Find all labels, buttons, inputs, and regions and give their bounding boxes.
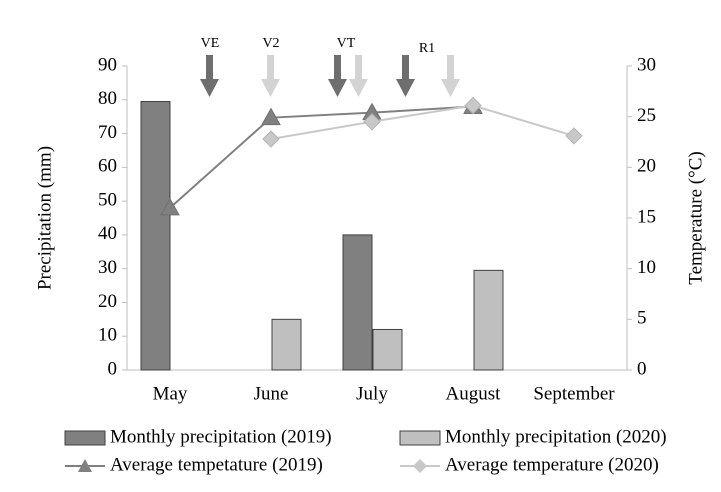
legend-swatch — [399, 430, 441, 446]
legend-label: Monthly precipitation (2020) — [445, 426, 667, 447]
y-tick-label: 0 — [108, 358, 118, 379]
bar — [473, 269, 504, 371]
line — [169, 105, 474, 209]
annotation: VE — [201, 36, 220, 51]
y-tick-label: 20 — [98, 291, 117, 312]
annotation: VT — [337, 36, 356, 51]
x-tick-label: June — [254, 383, 289, 404]
x-tick-label: August — [446, 383, 502, 404]
line — [270, 104, 575, 140]
marker — [565, 127, 583, 145]
y2-tick-label: 10 — [637, 257, 656, 278]
y-axis-label: Precipitation (mm) — [34, 146, 55, 290]
y-tick-label: 50 — [98, 189, 117, 210]
y-tick-label: 40 — [98, 223, 117, 244]
y-tick-label: 60 — [98, 156, 117, 177]
legend-marker — [78, 459, 92, 472]
y2-tick-label: 0 — [637, 358, 647, 379]
y2-tick-label: 30 — [637, 54, 656, 75]
marker — [160, 197, 180, 216]
marker — [464, 96, 482, 115]
y-tick-label: 80 — [98, 88, 117, 109]
annotation: V2 — [262, 36, 279, 51]
y2-tick-label: 15 — [637, 206, 656, 227]
stage-arrows — [200, 55, 460, 97]
marker — [262, 130, 280, 148]
marker — [261, 107, 281, 126]
y-tick-label: 10 — [98, 325, 117, 346]
legend-label: Monthly precipitation (2019) — [110, 426, 332, 447]
y2-tick-label: 25 — [637, 105, 656, 126]
y-tick-label: 90 — [98, 54, 117, 75]
legend-label: Average temperature (2020) — [445, 454, 659, 475]
marker — [363, 113, 381, 131]
bar — [271, 318, 302, 371]
bar — [372, 328, 403, 371]
x-tick-label: July — [356, 383, 388, 404]
x-tick-label: May — [153, 383, 188, 404]
y-tick-label: 70 — [98, 122, 117, 143]
legend-swatch — [64, 430, 106, 446]
y2-tick-label: 20 — [637, 156, 656, 177]
legend-label: Average tempetature (2019) — [110, 454, 323, 475]
x-tick-label: September — [533, 383, 615, 404]
legend-marker — [413, 459, 427, 473]
y2-axis-label: Temperature (°C) — [685, 151, 706, 284]
y-tick-label: 30 — [98, 257, 117, 278]
annotation: R1 — [419, 41, 435, 56]
y2-tick-label: 5 — [637, 308, 647, 329]
bar — [140, 100, 171, 371]
bar — [342, 234, 373, 371]
